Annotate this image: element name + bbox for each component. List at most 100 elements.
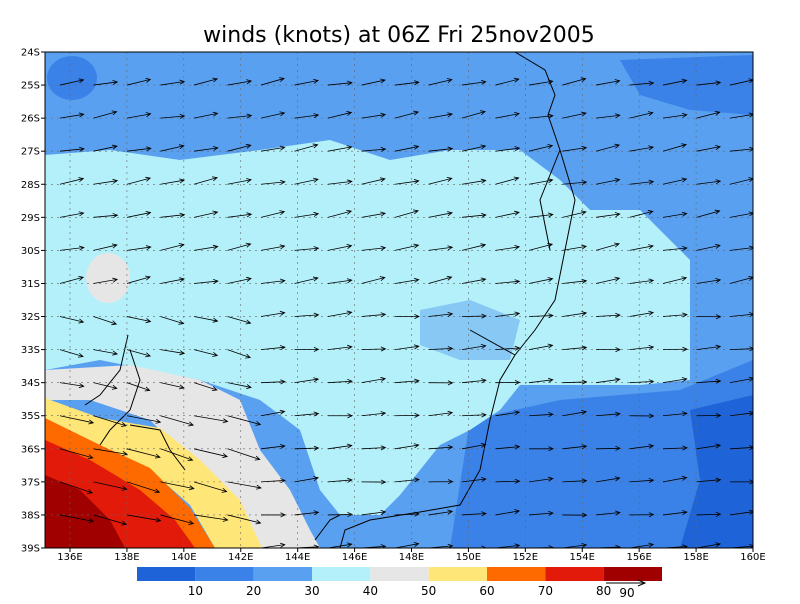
wind-vector xyxy=(495,345,521,351)
wind-vector xyxy=(93,110,118,119)
wind-vector xyxy=(495,379,521,385)
wind-vector xyxy=(93,316,118,326)
colorbar-swatch xyxy=(253,567,312,581)
wind-vector xyxy=(227,212,253,218)
wind-vector xyxy=(528,510,554,516)
wind-vector xyxy=(696,52,699,53)
wind-vector xyxy=(562,512,588,518)
wind-vector xyxy=(528,144,554,152)
wind-vector xyxy=(662,245,688,251)
wind-vector xyxy=(193,176,218,185)
wind-vector xyxy=(428,311,454,317)
wind-vector xyxy=(629,413,655,419)
wind-vector xyxy=(160,144,185,152)
wind-vector xyxy=(629,145,655,152)
wind-vector xyxy=(227,514,262,525)
wind-vector xyxy=(227,349,252,359)
lon-label: 152E xyxy=(513,552,538,563)
wind-vector xyxy=(562,210,587,218)
wind-vector xyxy=(93,178,119,185)
lon-label: 136E xyxy=(57,552,82,563)
wind-vector xyxy=(595,312,621,318)
wind-vector xyxy=(59,349,84,358)
wind-vector xyxy=(59,448,94,460)
wind-vector xyxy=(193,316,219,323)
wind-vector xyxy=(160,243,185,251)
wind-vector xyxy=(729,509,753,516)
wind-vector xyxy=(260,542,286,548)
wind-vector xyxy=(260,210,286,218)
wind-vector xyxy=(126,415,162,424)
wind-vector xyxy=(193,145,219,152)
wind-vector xyxy=(261,512,286,518)
wind-vector xyxy=(495,279,521,285)
colorbar-swatch xyxy=(545,567,604,581)
wind-vector xyxy=(294,476,320,483)
wind-vector xyxy=(428,78,453,86)
wind-vector xyxy=(629,111,654,119)
reference-vector-label: 90 xyxy=(619,586,634,600)
wind-vector xyxy=(495,311,521,317)
wind-vector xyxy=(461,144,487,152)
wind-vector xyxy=(696,278,722,284)
lat-label: 24S xyxy=(21,48,40,59)
lon-label: 142E xyxy=(228,552,253,563)
colorbar-swatch xyxy=(195,567,254,581)
lat-label: 27S xyxy=(21,147,40,158)
wind-vector xyxy=(696,209,721,218)
wind-vector xyxy=(428,146,454,152)
wind-vector xyxy=(126,349,152,358)
wind-vector xyxy=(461,243,487,251)
wind-vector xyxy=(327,111,353,119)
wind-vector xyxy=(193,279,219,284)
wind-vector xyxy=(495,146,521,152)
colorbar-swatch xyxy=(137,567,196,581)
wind-vector xyxy=(730,479,753,485)
wind-vector xyxy=(361,276,386,284)
wind-vector xyxy=(595,476,621,483)
reference-vector-head xyxy=(637,579,647,587)
wind-vector xyxy=(595,212,621,218)
wind-vector xyxy=(327,179,353,185)
lat-label: 26S xyxy=(21,114,40,125)
wind-vector xyxy=(428,380,454,386)
colorbar-swatch xyxy=(487,567,546,581)
wind-vector xyxy=(394,542,420,548)
wind-vector xyxy=(260,310,286,317)
wind-vector xyxy=(461,212,487,218)
colorbar-label: 30 xyxy=(304,584,319,598)
wind-vector xyxy=(696,477,722,483)
wind-vector xyxy=(495,77,520,86)
fill-10-20 xyxy=(620,55,753,115)
wind-vectors xyxy=(59,52,753,548)
fill-40-50 xyxy=(45,365,320,548)
wind-vector xyxy=(729,445,753,451)
wind-vector xyxy=(260,77,285,86)
fill-40-50 xyxy=(86,253,130,303)
wind-vector xyxy=(428,176,453,185)
wind-vector xyxy=(461,511,487,517)
wind-vector xyxy=(696,443,722,450)
wind-vector xyxy=(59,382,85,389)
wind-vector xyxy=(227,178,252,185)
wind-vector xyxy=(93,52,96,53)
wind-vector xyxy=(495,111,520,119)
wind-vector xyxy=(227,448,261,461)
wind-vector xyxy=(528,412,554,418)
wind-vector xyxy=(461,79,487,86)
wind-vector xyxy=(93,382,118,390)
wind-vector xyxy=(729,211,753,218)
wind-vector xyxy=(327,145,353,152)
wind-vector xyxy=(294,445,320,451)
wind-vector xyxy=(394,477,420,483)
wind-vector xyxy=(160,178,186,185)
wind-vector xyxy=(361,346,387,352)
wind-vector xyxy=(327,443,353,450)
fill-80-90 xyxy=(45,475,125,548)
wind-vector xyxy=(461,477,487,483)
wind-vector xyxy=(260,345,286,351)
wind-vector xyxy=(227,143,252,152)
wind-vector xyxy=(260,409,286,417)
wind-vector xyxy=(428,479,454,485)
wind-vector xyxy=(562,444,588,450)
